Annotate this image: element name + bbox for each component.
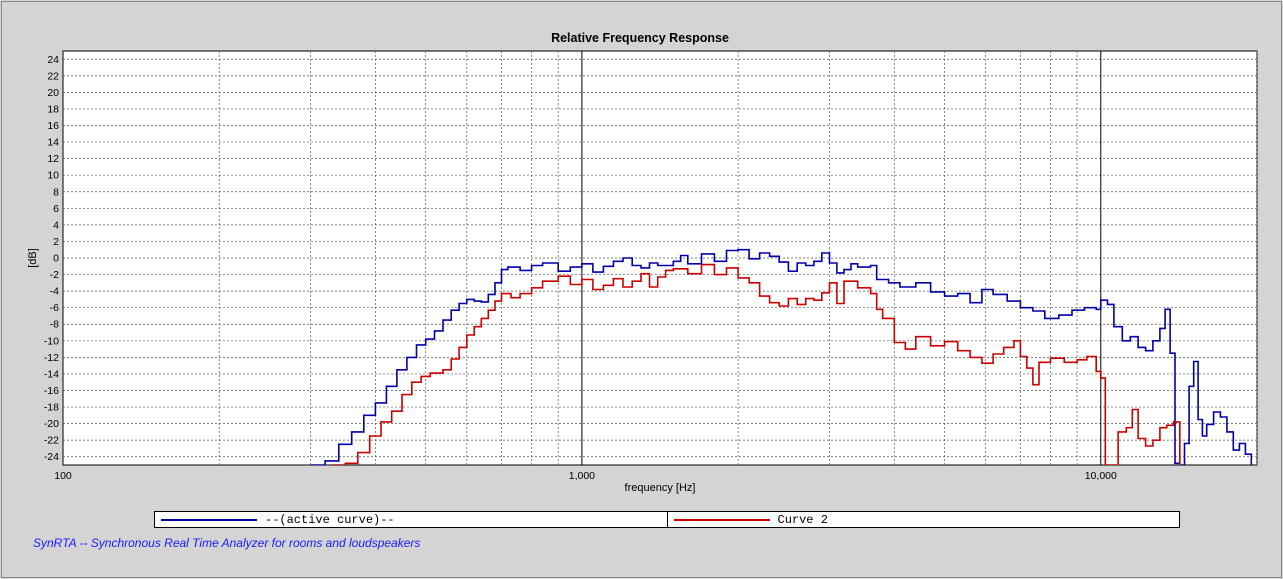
y-tick-label: 2 (53, 236, 59, 248)
y-tick-label: -12 (44, 352, 59, 364)
x-axis-label: frequency [Hz] (625, 482, 696, 494)
y-tick-label: -18 (44, 402, 59, 414)
y-tick-label: 0 (53, 253, 59, 265)
y-tick-label: 8 (53, 186, 59, 198)
y-tick-label: 24 (47, 54, 59, 66)
y-tick-label: 18 (47, 103, 59, 115)
y-tick-label: 6 (53, 203, 59, 215)
legend-item-curve-2[interactable]: Curve 2 (666, 512, 1180, 527)
y-tick-label: -4 (50, 286, 59, 298)
y-tick-label: -6 (50, 302, 59, 314)
series-group (310, 248, 1253, 465)
axis-ticks: 242220181614121086420-2-4-6-8-10-12-14-1… (44, 54, 1117, 482)
legend-label-curve-2: Curve 2 (777, 512, 828, 527)
y-tick-label: 16 (47, 120, 59, 132)
series-line-curve-2 (332, 263, 1181, 465)
y-tick-label: -10 (44, 335, 59, 347)
y-tick-label: -20 (44, 418, 59, 430)
legend-item-active-curve[interactable]: --(active curve)-- (155, 512, 667, 527)
y-tick-label: 22 (47, 70, 59, 82)
legend-swatch-active-curve (161, 518, 257, 521)
y-tick-label: 10 (47, 170, 59, 182)
x-tick-label: 1,000 (569, 470, 595, 482)
legend: --(active curve)-- Curve 2 (154, 511, 1180, 528)
y-tick-label: 4 (53, 219, 59, 231)
y-tick-label: 20 (47, 87, 59, 99)
y-tick-label: -22 (44, 435, 59, 447)
x-tick-label: 10,000 (1085, 470, 1117, 482)
y-tick-label: -2 (50, 269, 59, 281)
legend-label-active-curve: --(active curve)-- (265, 512, 395, 527)
y-tick-label: -14 (44, 368, 59, 380)
x-tick-label: 100 (54, 470, 72, 482)
y-tick-label: -16 (44, 385, 59, 397)
y-tick-label: 14 (47, 137, 59, 149)
footer-caption: SynRTA -- Synchronous Real Time Analyzer… (33, 536, 421, 550)
chart-title: Relative Frequency Response (551, 31, 729, 45)
grid (63, 51, 1258, 465)
legend-swatch-curve-2 (673, 518, 770, 521)
y-axis-label: [dB] (27, 248, 39, 268)
series-line-active-curve (310, 248, 1253, 465)
y-tick-label: 12 (47, 153, 59, 165)
y-tick-label: -8 (50, 319, 59, 331)
y-tick-label: -24 (44, 451, 59, 463)
